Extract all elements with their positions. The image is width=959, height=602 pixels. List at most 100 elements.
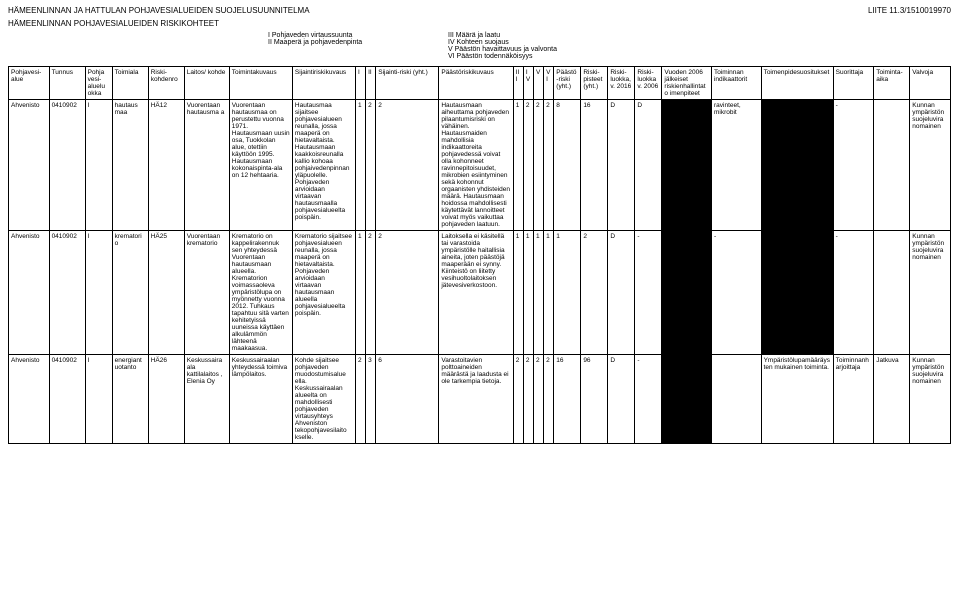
cell: 2 [366, 100, 376, 231]
cell: ravinteet, mikrobit [711, 100, 761, 231]
cell: Vuorentaan hautausmaa on perustettu vuon… [229, 100, 292, 231]
cell: HÄ25 [148, 231, 184, 355]
cell [711, 355, 761, 444]
cell: 2 [523, 100, 533, 231]
cell: 2 [544, 100, 554, 231]
cell: HÄ12 [148, 100, 184, 231]
cell: Kunnan ympäristön suojeluvira nomainen [910, 355, 951, 444]
cell: 2 [581, 231, 608, 355]
cell: D [608, 355, 635, 444]
col-header: Päästöriskikuvaus [439, 67, 513, 100]
cell: - [711, 231, 761, 355]
col-header: Tunnus [49, 67, 85, 100]
col-header: Sijaintiriskikuvaus [292, 67, 355, 100]
cell: - [635, 355, 662, 444]
col-header: Toimenpidesuositukset [761, 67, 833, 100]
cell: 2 [534, 355, 544, 444]
col-header: Päästö-riski (yht.) [554, 67, 581, 100]
cell: I [85, 355, 112, 444]
table-row: Ahvenisto0410902Ikrematori oHÄ25Vuorenta… [9, 231, 951, 355]
cell [874, 231, 910, 355]
cell: Vuorentaan krematorio [184, 231, 229, 355]
cell: Ahvenisto [9, 231, 50, 355]
col-header: Toimiala [112, 67, 148, 100]
cell: D [608, 100, 635, 231]
cell: 2 [376, 100, 439, 231]
cell: Toiminnanh arjoittaja [833, 355, 874, 444]
cell: 16 [581, 100, 608, 231]
cell: Varastoitavien polttoaineiden määrästä j… [439, 355, 513, 444]
cell: 6 [376, 355, 439, 444]
cell: Kunnan ympäristön suojeluvira nomainen [910, 100, 951, 231]
cell: - [635, 231, 662, 355]
page-title-right: LIITE 11.3/1510019970 [868, 6, 951, 15]
cell [662, 231, 712, 355]
col-header: Riski-luokka, v. 2016 [608, 67, 635, 100]
cell: Jatkuva [874, 355, 910, 444]
cell: Ympäristölupamääräys ten mukainen toimin… [761, 355, 833, 444]
cell: D [635, 100, 662, 231]
cell: Vuorentaan hautausma a [184, 100, 229, 231]
col-header: Vuoden 2006 jälkeiset riskienhallintato … [662, 67, 712, 100]
cell: Keskussairaalan yhteydessä toimiva lämpö… [229, 355, 292, 444]
col-header: Toiminnan indikaattorit [711, 67, 761, 100]
cell: Keskussaira ala kattilalaitos , Elenia O… [184, 355, 229, 444]
cell: Ahvenisto [9, 100, 50, 231]
col-header: Valvoja [910, 67, 951, 100]
col-header: VI [544, 67, 554, 100]
col-header: Pohjavesi-alue [9, 67, 50, 100]
cell: 8 [554, 100, 581, 231]
cell [662, 355, 712, 444]
cell: - [833, 231, 874, 355]
cell: Hautausmaan aiheuttama pohjaveden pilaan… [439, 100, 513, 231]
cell: Krematorio sijaitsee pohjavesialueen reu… [292, 231, 355, 355]
col-header: Riski-luokka v. 2006 [635, 67, 662, 100]
col-header: Laitos/ kohde [184, 67, 229, 100]
cell: 1 [554, 231, 581, 355]
cell: 1 [355, 100, 365, 231]
col-header: Toimintakuvaus [229, 67, 292, 100]
cell: 0410902 [49, 100, 85, 231]
col-header: IV [523, 67, 533, 100]
col-header: III [513, 67, 523, 100]
cell: D [608, 231, 635, 355]
col-header: II [366, 67, 376, 100]
legend: I Pohjaveden virtaussuunta III Määrä ja … [268, 32, 951, 60]
risk-table: Pohjavesi-alueTunnusPohja vesi-aluelu ok… [8, 66, 951, 444]
cell: Hautausmaa sijaitsee pohjavesialueen reu… [292, 100, 355, 231]
cell: - [833, 100, 874, 231]
cell: 1 [355, 231, 365, 355]
cell: 2 [534, 100, 544, 231]
legend-i: I Pohjaveden virtaussuunta [268, 32, 448, 39]
cell [662, 100, 712, 231]
cell: HÄ26 [148, 355, 184, 444]
table-row: Ahvenisto0410902Ihautaus maaHÄ12Vuorenta… [9, 100, 951, 231]
cell: 2 [366, 231, 376, 355]
cell: I [85, 100, 112, 231]
cell [874, 100, 910, 231]
cell [761, 100, 833, 231]
legend-v: V Päästön havaittavuus ja valvonta [448, 46, 668, 53]
cell: 2 [544, 355, 554, 444]
col-header: Riski-kohdenro [148, 67, 184, 100]
legend-vi: VI Päästön todennäköisyys [448, 53, 668, 60]
col-header: Pohja vesi-aluelu okka [85, 67, 112, 100]
legend-iv: IV Kohteen suojaus [448, 39, 668, 46]
cell: 1 [523, 231, 533, 355]
cell: 1 [513, 100, 523, 231]
cell: energiant uotanto [112, 355, 148, 444]
col-header: Riski-pisteet (yht.) [581, 67, 608, 100]
cell: Kohde sijaitsee pohjaveden muodostumisal… [292, 355, 355, 444]
cell: Kunnan ympäristön suojeluvira nomainen [910, 231, 951, 355]
cell: 0410902 [49, 231, 85, 355]
cell: Krematorio on kappelirakennuk sen yhteyd… [229, 231, 292, 355]
cell: krematori o [112, 231, 148, 355]
table-row: Ahvenisto0410902Ienergiant uotantoHÄ26Ke… [9, 355, 951, 444]
col-header: Sijainti-riski (yht.) [376, 67, 439, 100]
cell: 2 [376, 231, 439, 355]
cell [761, 231, 833, 355]
cell: 16 [554, 355, 581, 444]
col-header: Suorittaja [833, 67, 874, 100]
cell: Ahvenisto [9, 355, 50, 444]
cell: 2 [523, 355, 533, 444]
